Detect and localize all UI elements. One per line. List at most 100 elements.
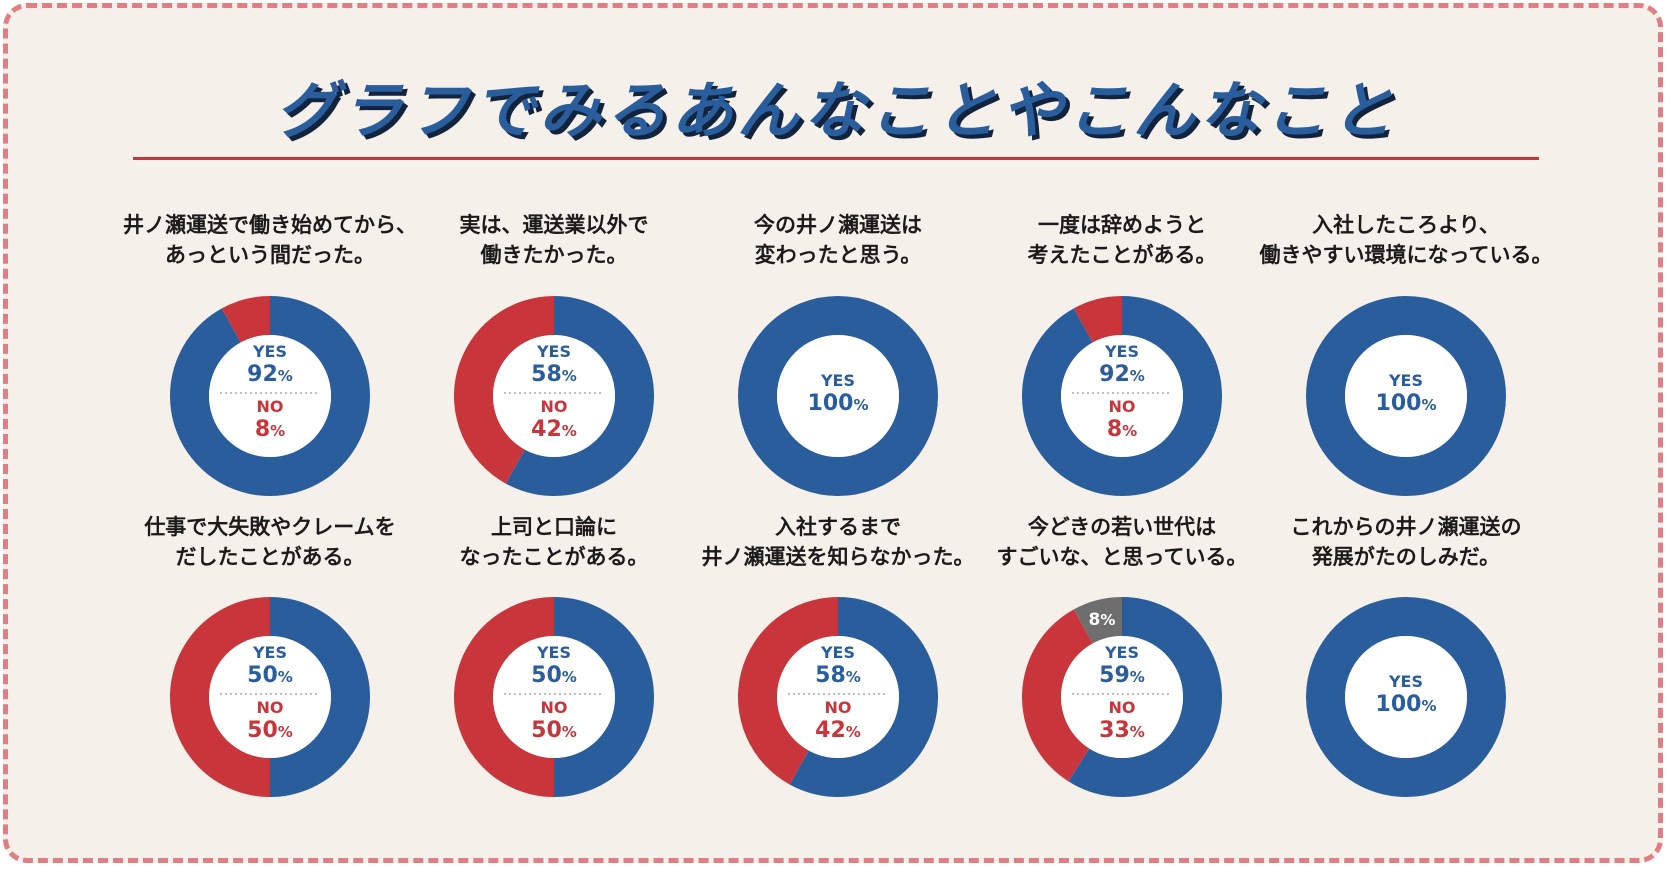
no-slice bbox=[737, 597, 838, 785]
yes-slice bbox=[1306, 296, 1506, 496]
no-value: 33% bbox=[1099, 718, 1145, 743]
yes-value-number: 92 bbox=[247, 362, 278, 387]
other-slice bbox=[1073, 597, 1122, 644]
no-slice bbox=[454, 597, 554, 797]
question-line: 入社したころより、 bbox=[1312, 213, 1500, 237]
no-label: NO bbox=[1109, 698, 1136, 717]
no-label: NO bbox=[257, 397, 284, 416]
no-value-unit: % bbox=[846, 723, 861, 741]
yes-label: YES bbox=[820, 643, 855, 662]
question-line: 一度は辞めようと bbox=[1038, 213, 1206, 237]
yes-value-number: 58 bbox=[531, 362, 562, 387]
no-value-number: 42 bbox=[815, 718, 846, 743]
yes-value-unit: % bbox=[853, 396, 868, 414]
question-line: 働きたかった。 bbox=[480, 243, 628, 267]
yes-value: 58% bbox=[815, 663, 861, 688]
donut-hole bbox=[1061, 636, 1183, 758]
question-line: 働きやすい環境になっている。 bbox=[1259, 243, 1553, 267]
yes-slice bbox=[270, 597, 370, 797]
donut-hole bbox=[1345, 335, 1467, 457]
yes-value: 50% bbox=[531, 663, 577, 688]
yes-value-unit: % bbox=[1421, 697, 1436, 715]
no-value: 42% bbox=[531, 417, 577, 442]
no-value-unit: % bbox=[1122, 422, 1137, 440]
yes-value-number: 100 bbox=[1376, 391, 1422, 416]
yes-value: 100% bbox=[808, 391, 869, 416]
no-value: 42% bbox=[815, 718, 861, 743]
yes-value-number: 100 bbox=[1376, 692, 1422, 717]
question-line: あっという間だった。 bbox=[165, 243, 375, 267]
yes-value: 58% bbox=[531, 362, 577, 387]
no-label: NO bbox=[541, 397, 568, 416]
no-value-unit: % bbox=[562, 422, 577, 440]
yes-label: YES bbox=[1104, 643, 1139, 662]
no-slice bbox=[1073, 296, 1122, 343]
other-value: 8% bbox=[1089, 610, 1116, 630]
yes-value-unit: % bbox=[846, 668, 861, 686]
yes-value: 100% bbox=[1376, 391, 1437, 416]
question-line: 発展がたのしみだ。 bbox=[1311, 545, 1500, 569]
yes-value-number: 59 bbox=[1099, 663, 1130, 688]
no-label: NO bbox=[825, 698, 852, 717]
donut-hole bbox=[777, 335, 899, 457]
donut-hole bbox=[777, 636, 899, 758]
yes-slice bbox=[738, 296, 938, 496]
yes-value-number: 58 bbox=[815, 663, 846, 688]
question-line: 実は、運送業以外で bbox=[460, 213, 649, 237]
yes-value-unit: % bbox=[1421, 396, 1436, 414]
question-line: なったことがある。 bbox=[460, 545, 649, 569]
donut-hole bbox=[209, 636, 331, 758]
question-line: 井ノ瀬運送で働き始めてから、 bbox=[123, 213, 417, 237]
question-line: 今どきの若い世代は bbox=[1028, 515, 1216, 539]
yes-value-unit: % bbox=[562, 668, 577, 686]
yes-slice bbox=[1021, 296, 1222, 496]
yes-label: YES bbox=[1388, 371, 1423, 390]
other-value-number: 8 bbox=[1089, 610, 1101, 630]
yes-slice bbox=[505, 296, 654, 496]
no-slice bbox=[453, 296, 554, 484]
yes-value: 100% bbox=[1376, 692, 1437, 717]
yes-label: YES bbox=[536, 643, 571, 662]
yes-slice bbox=[1306, 597, 1506, 797]
yes-value-unit: % bbox=[278, 668, 293, 686]
yes-label: YES bbox=[1104, 342, 1139, 361]
question-line: 入社するまで bbox=[775, 515, 901, 539]
yes-label: YES bbox=[536, 342, 571, 361]
no-value-unit: % bbox=[270, 422, 285, 440]
question-line: これからの井ノ瀬運送の bbox=[1291, 515, 1522, 539]
no-value: 8% bbox=[1107, 417, 1137, 442]
no-value-unit: % bbox=[562, 723, 577, 741]
question-line: だしたことがある。 bbox=[176, 545, 365, 569]
question-line: 変わったと思う。 bbox=[755, 243, 922, 267]
other-value-unit: % bbox=[1100, 611, 1115, 629]
yes-label: YES bbox=[252, 342, 287, 361]
no-value: 8% bbox=[255, 417, 285, 442]
yes-value-unit: % bbox=[278, 367, 293, 385]
question-line: 考えたことがある。 bbox=[1028, 243, 1217, 267]
no-value-number: 33 bbox=[1099, 718, 1130, 743]
no-label: NO bbox=[541, 698, 568, 717]
donut-hole bbox=[1345, 636, 1467, 758]
question-line: 井ノ瀬運送を知らなかった。 bbox=[702, 545, 975, 569]
question-line: すごいな、と思っている。 bbox=[997, 545, 1248, 569]
yes-slice bbox=[169, 296, 370, 497]
question-line: 上司と口論に bbox=[491, 515, 617, 539]
yes-label: YES bbox=[252, 643, 287, 662]
no-slice bbox=[221, 296, 270, 343]
donut-hole bbox=[1061, 335, 1183, 457]
no-value-number: 50 bbox=[247, 718, 278, 743]
yes-slice bbox=[554, 597, 654, 797]
no-value-unit: % bbox=[278, 723, 293, 741]
page-title: グラフでみるあんなことやこんなこと bbox=[274, 74, 1397, 147]
no-value-number: 42 bbox=[531, 417, 562, 442]
yes-label: YES bbox=[1388, 672, 1423, 691]
yes-value: 50% bbox=[247, 663, 293, 688]
